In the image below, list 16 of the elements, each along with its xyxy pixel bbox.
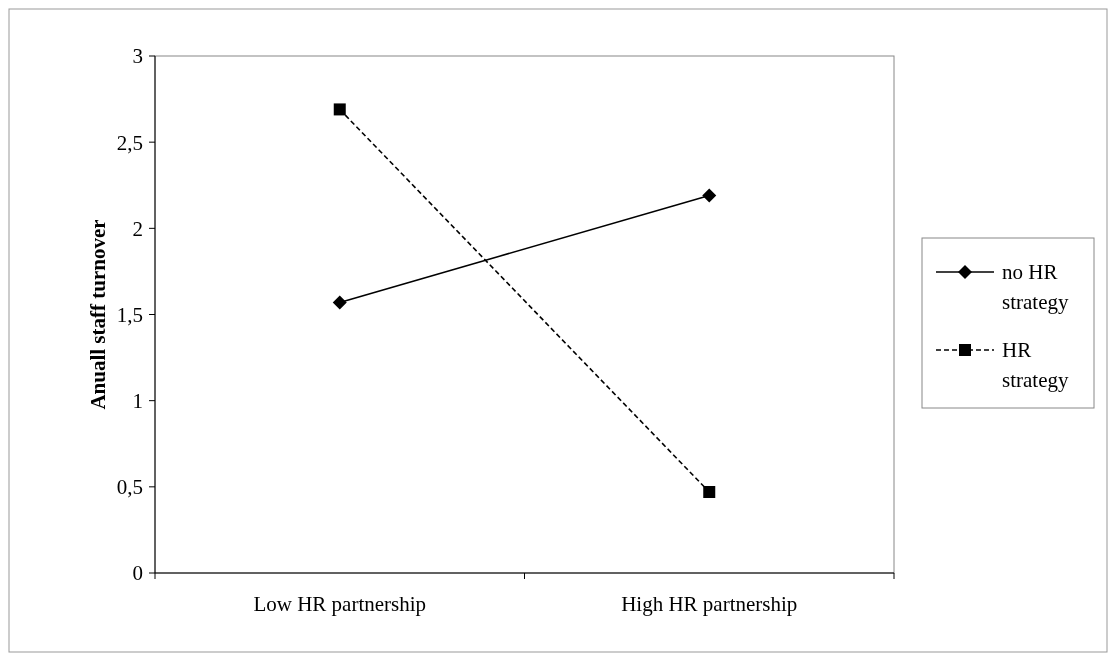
x-tick-label: Low HR partnership (253, 592, 427, 616)
legend-label: no HR strategy (1002, 260, 1069, 315)
point (703, 486, 716, 498)
y-axis-title: Anuall staff turnover (86, 219, 110, 410)
y-tick-label: 2 (132, 216, 143, 241)
point (333, 103, 346, 116)
x-tick-label: High HR partnership (621, 592, 798, 616)
y-tick-label: 3 (132, 44, 143, 69)
legend-label: HR strategy (1002, 338, 1069, 393)
point (332, 295, 347, 310)
y-tick-label: 1,5 (116, 302, 143, 327)
y-tick-label: 1 (132, 389, 143, 414)
y-tick-label: 2,5 (116, 130, 143, 155)
point (702, 188, 717, 203)
y-tick-label: 0,5 (116, 475, 143, 500)
y-tick-label: 0 (132, 561, 143, 586)
